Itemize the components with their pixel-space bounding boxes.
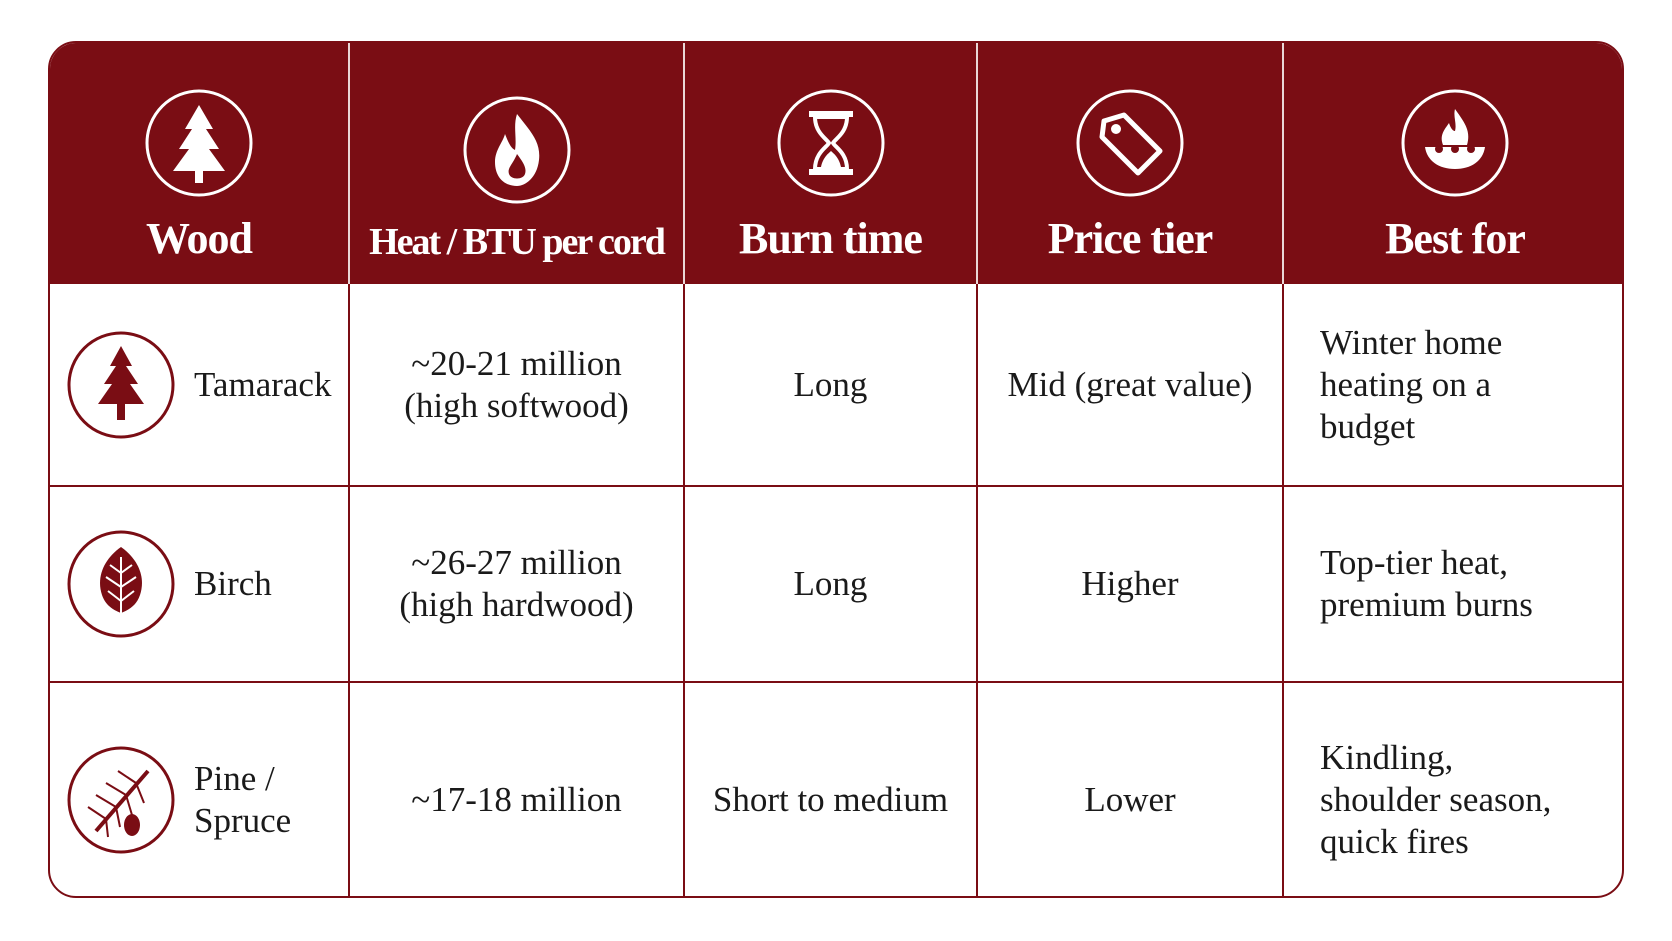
table-cell: Higher <box>977 485 1284 682</box>
cell-text: Mid (great value) <box>1007 364 1253 404</box>
column-header: Price tier <box>1047 214 1214 263</box>
tree-icon <box>145 89 253 197</box>
column-header: Burn time <box>739 214 923 263</box>
tamarack-icon <box>67 331 175 438</box>
cell-text: Long <box>793 364 868 404</box>
table-cell: Lower <box>977 681 1284 896</box>
cell-text: Long <box>793 564 868 603</box>
cell-text: ~20-21 million (high softwood) <box>404 343 629 425</box>
flame-icon <box>463 96 570 204</box>
wood-name: Birch <box>194 564 272 603</box>
table-cell: Top-tier heat, premium burns <box>1283 485 1622 682</box>
cell-text: ~17-18 million <box>411 780 622 819</box>
firepit-icon <box>1401 89 1509 197</box>
cell-text: Top-tier heat, premium burns <box>1320 543 1533 624</box>
table-cell: Mid (great value) <box>977 282 1284 486</box>
comparison-table: Wood Heat / BTU per cord Burn time Price… <box>48 41 1624 898</box>
column-header: Heat / BTU per cord <box>369 221 666 263</box>
header-cell: Wood <box>50 43 350 283</box>
wood-cell: Pine / Spruce <box>50 681 350 896</box>
column-header: Best for <box>1385 214 1526 263</box>
cell-text: Short to medium <box>712 780 949 819</box>
wood-cell: Tamarack <box>50 282 350 486</box>
hourglass-icon <box>777 89 884 197</box>
table-cell: ~26-27 million (high hardwood) <box>349 485 685 682</box>
cell-text: Higher <box>1081 564 1179 603</box>
table-cell: Short to medium <box>684 681 978 896</box>
pine-icon <box>67 746 175 854</box>
wood-name: Tamarack <box>194 364 332 404</box>
tag-icon <box>1076 89 1184 197</box>
table-cell: ~17-18 million <box>349 681 685 896</box>
header-cell: Heat / BTU per cord <box>349 43 685 283</box>
cell-text: ~26-27 million (high hardwood) <box>399 543 634 624</box>
column-header: Wood <box>145 214 253 263</box>
table: Wood Heat / BTU per cord Burn time Price… <box>50 43 1622 896</box>
cell-text: Kindling, shoulder season, quick fires <box>1320 738 1552 861</box>
table-cell: Long <box>684 282 978 486</box>
table-cell: Kindling, shoulder season, quick fires <box>1283 681 1622 896</box>
table-cell: ~20-21 million (high softwood) <box>349 282 685 486</box>
cell-text: Winter home heating on a budget <box>1320 322 1503 446</box>
header-cell: Burn time <box>684 43 978 283</box>
table-row: Birch ~26-27 million (high hardwood) Lon… <box>50 485 1622 682</box>
header-cell: Price tier <box>977 43 1284 283</box>
header-cell: Best for <box>1283 43 1622 283</box>
birch-icon <box>67 530 175 638</box>
header-row: Wood Heat / BTU per cord Burn time Price… <box>50 43 1622 283</box>
cell-text: Lower <box>1084 780 1176 819</box>
wood-cell: Birch <box>50 485 350 682</box>
table-cell: Winter home heating on a budget <box>1283 282 1622 486</box>
wood-name: Pine / Spruce <box>194 759 292 840</box>
table-cell: Long <box>684 485 978 682</box>
table-row: Pine / Spruce ~17-18 million Short to me… <box>50 681 1622 896</box>
table-row: Tamarack ~20-21 million (high softwood) … <box>50 282 1622 486</box>
